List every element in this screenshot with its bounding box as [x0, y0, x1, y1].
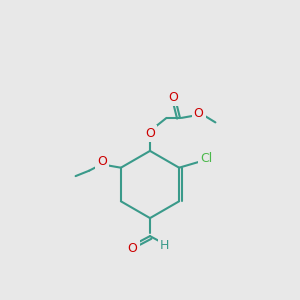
Text: O: O [194, 106, 203, 120]
Text: H: H [160, 238, 169, 252]
Text: O: O [168, 91, 178, 104]
Text: Cl: Cl [200, 152, 212, 166]
Text: O: O [128, 242, 137, 255]
Text: O: O [145, 127, 155, 140]
Text: O: O [98, 154, 107, 168]
